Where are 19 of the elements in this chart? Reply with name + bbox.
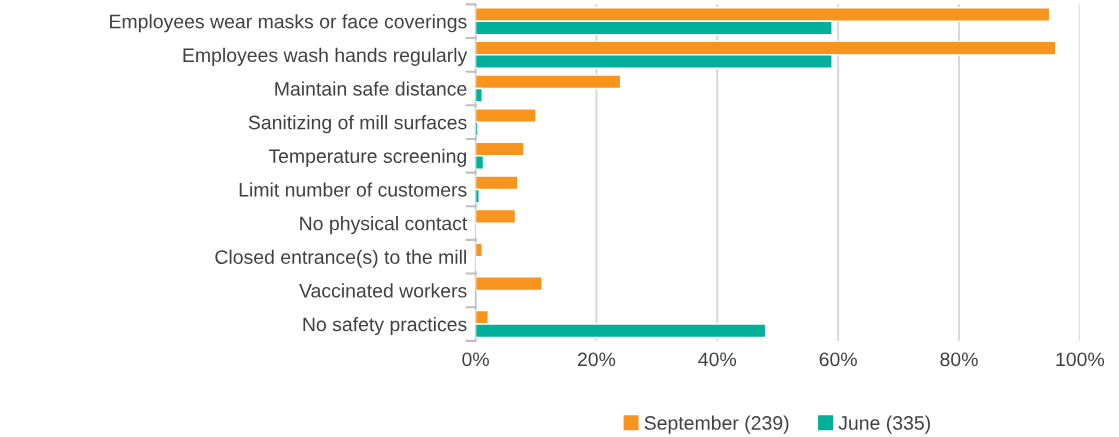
y-tick-label: Limit number of customers — [239, 182, 467, 197]
y-tick-label: Vaccinated workers — [299, 283, 467, 298]
y-tick-label: Employees wash hands regularly — [183, 47, 468, 66]
y-tick-label: No safety practices — [303, 316, 467, 336]
y-tick-label: Employees wear masks or face coverings — [110, 14, 467, 33]
x-tick-label: 60% — [819, 352, 857, 367]
x-tick-label: 40% — [698, 352, 737, 367]
legend-label: September (239) — [644, 415, 789, 434]
y-tick-label: Closed entrance(s) to the mill — [215, 249, 466, 268]
y-tick-label: Temperature screening — [268, 148, 467, 167]
legend-label: June (335) — [838, 415, 930, 434]
bar — [475, 276, 543, 292]
x-tick-label: 20% — [577, 352, 616, 367]
y-tick-label: Maintain safe distance — [275, 81, 467, 96]
y-tick-label: Sanitizing of mill surfaces — [248, 115, 467, 134]
x-tick-label: 100% — [1056, 352, 1105, 367]
x-tick-label: 0% — [462, 352, 489, 367]
y-tick-label: No physical contact — [300, 216, 468, 235]
x-tick-label: 80% — [940, 352, 978, 367]
